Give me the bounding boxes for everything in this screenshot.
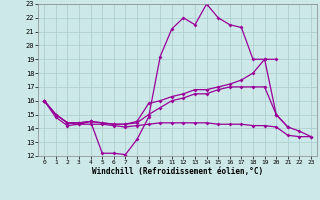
X-axis label: Windchill (Refroidissement éolien,°C): Windchill (Refroidissement éolien,°C) — [92, 167, 263, 176]
